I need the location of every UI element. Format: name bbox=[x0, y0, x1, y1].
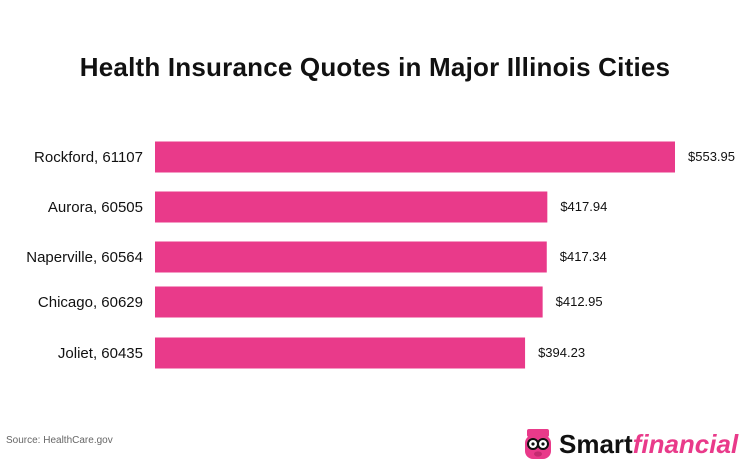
category-label-4: Joliet, 60435 bbox=[58, 345, 143, 362]
bar-chart: Rockford, 61107 $553.95 Aurora, 60505 $417.… bbox=[26, 141, 735, 369]
source-note: Source: HealthCare.gov bbox=[6, 435, 113, 446]
category-label-1: Aurora, 60505 bbox=[48, 199, 143, 216]
value-label-4: $394.23 bbox=[538, 345, 585, 360]
chart-title: Health Insurance Quotes in Major Illinoi… bbox=[79, 52, 671, 82]
value-label-1: $417.94 bbox=[560, 199, 607, 214]
category-label-2: Naperville, 60564 bbox=[26, 249, 143, 266]
bar-4 bbox=[155, 337, 526, 369]
bar-0 bbox=[155, 141, 675, 173]
category-label-0: Rockford, 61107 bbox=[34, 149, 143, 166]
logo-text-financial: financial bbox=[632, 428, 739, 459]
value-label-0: $553.95 bbox=[688, 149, 735, 164]
bar-3 bbox=[155, 286, 543, 318]
category-label-3: Chicago, 60629 bbox=[38, 294, 143, 311]
value-label-3: $412.95 bbox=[556, 294, 603, 309]
bar-1 bbox=[155, 191, 548, 223]
logo-text-smart: Smart bbox=[559, 428, 633, 459]
smartfinancial-logo: Smart financial bbox=[523, 426, 738, 462]
value-label-2: $417.34 bbox=[560, 249, 607, 264]
bar-2 bbox=[155, 241, 547, 273]
piggy-glasses-icon bbox=[525, 429, 551, 459]
